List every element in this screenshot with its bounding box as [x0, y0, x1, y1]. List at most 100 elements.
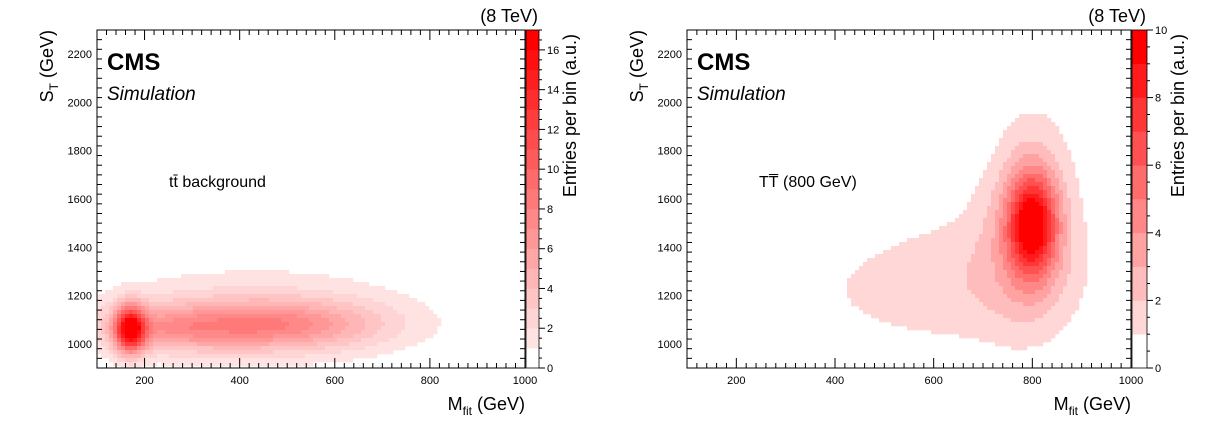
heatmap-cell — [975, 238, 980, 243]
heatmap-cell — [911, 278, 916, 283]
heatmap-cell — [851, 282, 856, 287]
heatmap-cell — [409, 330, 414, 335]
heatmap-cell — [1075, 178, 1080, 183]
heatmap-cell — [887, 306, 892, 311]
heatmap-cell — [305, 286, 310, 291]
heatmap-cell — [911, 294, 916, 299]
heatmap-cell — [1027, 242, 1032, 247]
heatmap-cell — [1039, 318, 1044, 323]
heatmap-cell — [1019, 274, 1024, 279]
heatmap-cell — [935, 242, 940, 247]
heatmap-cell — [1063, 310, 1068, 315]
heatmap-cell — [217, 310, 222, 315]
heatmap-cell — [1067, 170, 1072, 175]
heatmap-cell — [189, 326, 194, 331]
heatmap-cell — [1043, 226, 1048, 231]
heatmap-cell — [281, 302, 286, 307]
heatmap-cell — [301, 290, 306, 295]
heatmap-cell — [289, 274, 294, 279]
heatmap-cell — [1075, 294, 1080, 299]
heatmap-cell — [341, 310, 346, 315]
heatmap-cell — [161, 334, 166, 339]
heatmap-cell — [1007, 286, 1012, 291]
colorbar-tick-label: 6 — [547, 244, 553, 256]
heatmap-cell — [109, 326, 114, 331]
heatmap-cell — [1075, 186, 1080, 191]
heatmap-cell — [1027, 226, 1032, 231]
heatmap-cell — [1007, 198, 1012, 203]
heatmap-cell — [173, 330, 178, 335]
heatmap-cell — [1047, 242, 1052, 247]
heatmap-cell — [959, 322, 964, 327]
heatmap-cell — [265, 330, 270, 335]
heatmap-cell — [1071, 270, 1076, 275]
heatmap-cell — [919, 258, 924, 263]
heatmap-cell — [975, 198, 980, 203]
heatmap-cell — [1067, 190, 1072, 195]
heatmap-cell — [979, 218, 984, 223]
heatmap-cell — [875, 310, 880, 315]
heatmap-cell — [1051, 198, 1056, 203]
heatmap-cell — [963, 278, 968, 283]
heatmap-cell — [999, 254, 1004, 259]
heatmap-cell — [983, 306, 988, 311]
heatmap-cell — [991, 274, 996, 279]
heatmap-cell — [233, 318, 238, 323]
heatmap-cell — [137, 326, 142, 331]
heatmap-cell — [1015, 338, 1020, 343]
heatmap-cell — [201, 342, 206, 347]
heatmap-cell — [927, 266, 932, 271]
heatmap-cell — [197, 310, 202, 315]
heatmap-cell — [987, 294, 992, 299]
heatmap-cell — [169, 362, 174, 367]
heatmap-cell — [1039, 166, 1044, 171]
heatmap-cell — [177, 278, 182, 283]
heatmap-cell — [871, 286, 876, 291]
heatmap-cell — [1023, 178, 1028, 183]
heatmap-cell — [1059, 254, 1064, 259]
heatmap-cell — [995, 318, 1000, 323]
heatmap-cell — [975, 282, 980, 287]
heatmap-cell — [1047, 126, 1052, 131]
heatmap-cell — [1063, 306, 1068, 311]
heatmap-cell — [413, 342, 418, 347]
heatmap-cell — [1079, 290, 1084, 295]
heatmap-cell — [185, 318, 190, 323]
heatmap-cell — [1019, 222, 1024, 227]
heatmap-cell — [101, 350, 106, 355]
heatmap-cell — [329, 358, 334, 363]
heatmap-cell — [209, 322, 214, 327]
heatmap-cell — [217, 362, 222, 367]
heatmap-cell — [349, 322, 354, 327]
heatmap-cell — [911, 318, 916, 323]
heatmap-cell — [249, 314, 254, 319]
heatmap-cell — [995, 338, 1000, 343]
heatmap-cell — [883, 302, 888, 307]
heatmap-cell — [875, 262, 880, 267]
heatmap-cell — [169, 294, 174, 299]
heatmap-cell — [1059, 234, 1064, 239]
heatmap-cell — [983, 278, 988, 283]
heatmap-cell — [943, 226, 948, 231]
heatmap-cell — [325, 306, 330, 311]
heatmap-cell — [157, 330, 162, 335]
heatmap-cell — [1011, 314, 1016, 319]
heatmap-cell — [1051, 214, 1056, 219]
heatmap-cell — [329, 338, 334, 343]
heatmap-cell — [883, 294, 888, 299]
heatmap-cell — [337, 286, 342, 291]
heatmap-cell — [301, 346, 306, 351]
y-axis-title: ST (GeV) — [627, 30, 651, 102]
heatmap-cell — [851, 286, 856, 291]
heatmap-cell — [987, 162, 992, 167]
heatmap-cell — [867, 274, 872, 279]
heatmap-cell — [297, 342, 302, 347]
heatmap-cell — [1083, 266, 1088, 271]
heatmap-cell — [217, 274, 222, 279]
heatmap-cell — [181, 286, 186, 291]
heatmap-cell — [1047, 178, 1052, 183]
heatmap-cell — [1051, 310, 1056, 315]
heatmap-cell — [931, 258, 936, 263]
heatmap-cell — [995, 302, 1000, 307]
heatmap-cell — [333, 310, 338, 315]
